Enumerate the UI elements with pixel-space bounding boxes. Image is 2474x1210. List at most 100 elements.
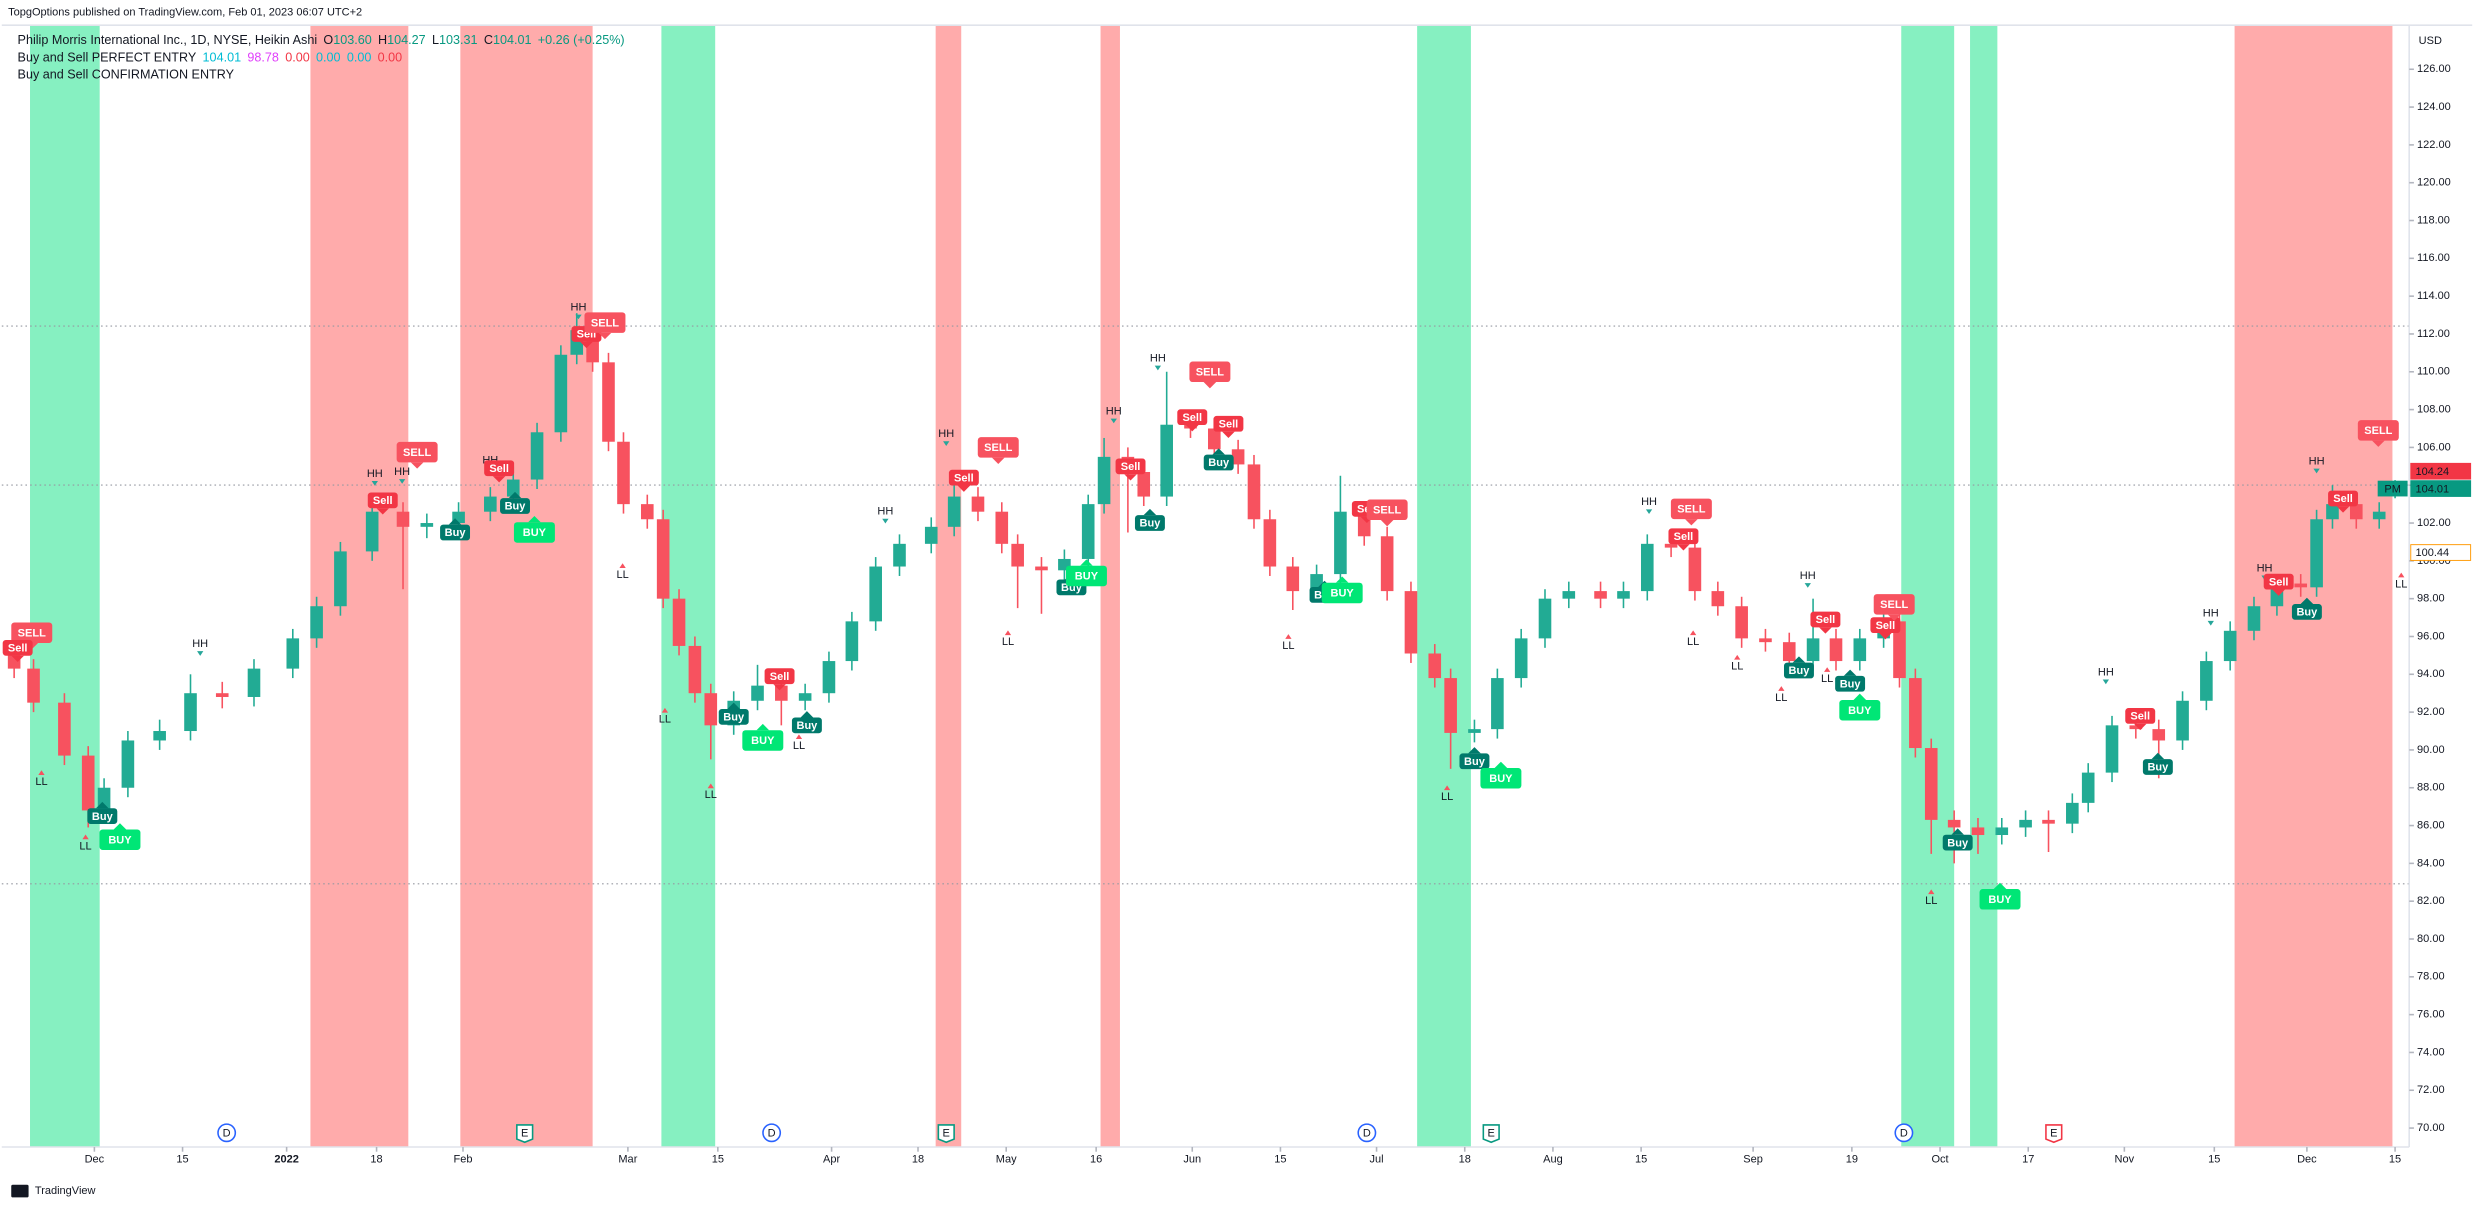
candle-body (1735, 606, 1748, 639)
y-tick-label: 114.00 (2417, 290, 2450, 302)
pivot-text: HH (571, 301, 587, 313)
label-pointer (448, 518, 462, 525)
x-tick-label: 15 (176, 1153, 188, 1165)
legend-item: H (378, 33, 387, 47)
label-box (99, 829, 141, 850)
event-text: E (2050, 1127, 2057, 1139)
label-box (2291, 604, 2322, 620)
event-shape (1357, 1123, 1377, 1143)
label-box (1979, 889, 2021, 910)
signal-label: BUY (1321, 576, 1363, 604)
pivot-text: LL (1731, 661, 1743, 673)
event-marker: E (516, 1124, 534, 1144)
label-box (1873, 594, 1915, 615)
signal-label: Sell (1177, 409, 1208, 432)
candle-body (81, 755, 95, 811)
signal-label: LL (1687, 630, 1699, 648)
x-tick-label: 15 (2389, 1153, 2401, 1165)
signal-label: HH (192, 638, 208, 656)
label-box (1870, 617, 1901, 634)
x-tick-label: Jun (1183, 1153, 1201, 1165)
label-text: Buy (1464, 756, 1486, 768)
signal-label: Buy (1783, 656, 1814, 679)
event-marker: E (937, 1124, 955, 1144)
signal-band (1901, 25, 1955, 1147)
label-pointer (598, 332, 612, 340)
pivot-arrow (1804, 583, 1811, 588)
legend-item: 103.60 (333, 33, 372, 47)
pivot-arrow (1154, 365, 1162, 371)
x-tick-label: 18 (370, 1153, 382, 1165)
signal-band (1100, 25, 1120, 1147)
event-text: D (223, 1127, 231, 1139)
label-text: BUY (1848, 705, 1872, 717)
pivot-arrow (661, 707, 669, 713)
candle-body (121, 740, 135, 788)
candle-body (775, 685, 788, 701)
label-text: Buy (1789, 665, 1811, 677)
signal-label: BUY (1480, 761, 1522, 789)
candle-body (2042, 819, 2055, 824)
label-box (1115, 458, 1146, 475)
signal-label: LL (616, 563, 629, 581)
candle-body (798, 693, 812, 701)
candle-body (1971, 827, 1985, 836)
legend-item: L (432, 33, 439, 47)
candle-body (2019, 819, 2032, 828)
candle-body (1924, 748, 1938, 820)
candle-body (365, 511, 379, 552)
signal-label: Sell (2328, 490, 2359, 513)
candle-body (1782, 642, 1796, 662)
label-box (87, 808, 118, 824)
candle-body (58, 702, 71, 756)
label-box (1366, 499, 1408, 521)
label-text: Sell (2130, 711, 2150, 723)
pivot-arrow (882, 518, 889, 524)
signal-label: LL (79, 834, 92, 852)
signal-label: BUY (99, 823, 141, 850)
signal-label: LL (1731, 654, 1743, 673)
pivot-arrow (619, 563, 626, 568)
signal-label: Buy (791, 711, 822, 734)
signal-label: Sell (1668, 528, 1699, 551)
signal-label: Buy (2142, 752, 2173, 775)
candle-body (1097, 456, 1111, 505)
pivot-arrow (398, 479, 406, 484)
pivot-text: HH (877, 506, 893, 518)
pivot-text: HH (394, 466, 410, 478)
pivot-arrow (1443, 785, 1451, 791)
candle-body (1806, 638, 1820, 662)
label-pointer (1143, 508, 1157, 516)
label-box (584, 312, 626, 333)
candle-body (1664, 543, 1678, 548)
event-marker: E (1482, 1124, 1500, 1144)
event-shape (937, 1124, 955, 1144)
candle-body (947, 496, 961, 527)
event-shape (1482, 1124, 1500, 1144)
legend-item: 104.01 (493, 33, 532, 47)
label-box (2, 639, 33, 656)
signal-label: LL (1775, 686, 1787, 704)
label-pointer (1792, 656, 1806, 663)
label-pointer (2133, 723, 2147, 731)
pivot-text: LL (1925, 895, 1937, 907)
candle-body (1058, 558, 1071, 571)
brand-logo (11, 1184, 29, 1198)
candle-body (2247, 606, 2261, 631)
signal-label: HH (877, 506, 893, 524)
label-text: Buy (1208, 457, 1230, 469)
x-tick-label: Jul (1370, 1153, 1384, 1165)
legend-item: 98.78 (247, 51, 279, 65)
label-box (1321, 582, 1363, 604)
candle-body (1380, 536, 1394, 592)
pivot-arrow (38, 770, 45, 775)
label-text: SELL (2364, 425, 2392, 437)
pivot-text: HH (1800, 570, 1816, 582)
label-box (2142, 759, 2173, 775)
event-marker: E (2045, 1124, 2063, 1144)
candle-body (2349, 504, 2363, 520)
signal-label: LL (1441, 785, 1453, 803)
pivot-arrow (2398, 572, 2405, 578)
signal-label: Buy (1459, 747, 1490, 770)
candle-body (2176, 700, 2189, 741)
